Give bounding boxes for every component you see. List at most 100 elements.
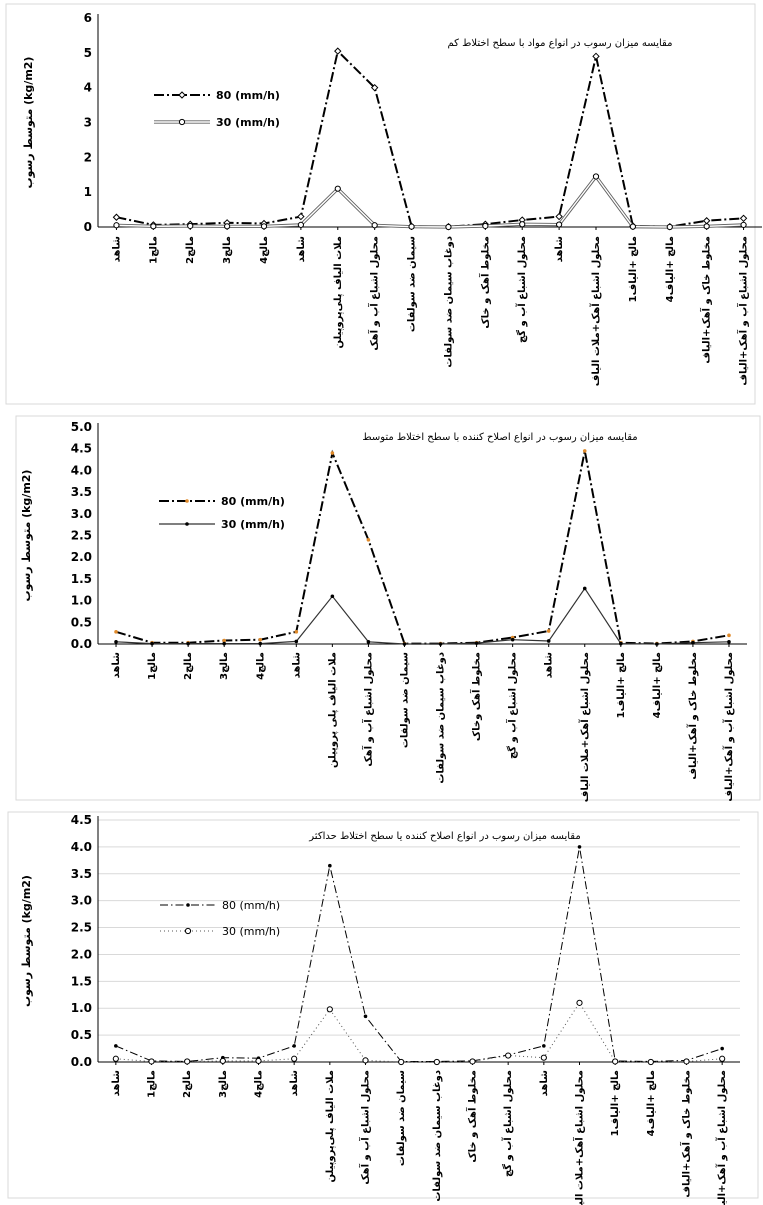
data-point: [433, 1058, 440, 1066]
data-point: [112, 1055, 119, 1062]
data-point: [112, 213, 121, 221]
series-line: [116, 49, 744, 228]
x-tick-label: سیمان ضد سولفات: [399, 652, 410, 748]
y-tick-label: 1.0: [71, 1001, 92, 1015]
y-tick-label: 3.0: [71, 894, 92, 908]
x-tick-label: محلول اشباع آب و گچ: [506, 652, 519, 759]
x-tick-label: شاهد: [539, 1070, 550, 1096]
data-point: [474, 641, 479, 645]
x-tick-label: محلول اشباع آب و آهک: [359, 1070, 372, 1185]
data-point: [326, 1006, 333, 1013]
y-tick-label: 0: [84, 220, 92, 234]
data-point: [330, 594, 335, 599]
x-tick-label: دوغاب سیمان ضد سولفات: [436, 652, 447, 784]
y-axis-label: متوسط رسوب (kg/m2): [22, 57, 35, 189]
data-point: [647, 1058, 654, 1066]
data-point: [720, 1046, 724, 1051]
x-tick-label: شاهد: [111, 652, 122, 678]
y-tick-label: 3.0: [71, 507, 92, 521]
data-point: [297, 212, 305, 221]
data-point: [691, 640, 695, 645]
x-tick-label: مخلوط آهک وخاک: [470, 652, 483, 741]
x-tick-label: 4مالچ +الیاف: [646, 1070, 657, 1136]
series-line-outline: [116, 173, 744, 229]
x-tick-label: شاهد: [111, 236, 122, 262]
data-point: [150, 223, 157, 230]
data-point: [582, 586, 587, 591]
x-tick-label: 4مالچ: [259, 236, 270, 264]
y-tick-label: 4.0: [71, 463, 92, 477]
y-tick-label: 1.5: [71, 974, 92, 988]
x-tick-label: محلول اشباع آهک+ملات الیاف: [578, 652, 591, 802]
x-tick-label: مخلوط خاک و آهک+الیاف: [686, 652, 699, 780]
x-tick-label: مخلوط آهک و خاک: [466, 1070, 479, 1163]
y-tick-label: 1: [84, 185, 92, 199]
x-tick-label: مخلوط خاک و آهک+الیاف: [680, 1070, 693, 1198]
data-point: [739, 214, 748, 222]
data-point: [505, 1052, 512, 1059]
data-point: [334, 185, 341, 192]
data-point: [186, 641, 190, 646]
y-tick-label: 3.5: [71, 485, 92, 499]
x-tick-label: 2مالچ: [182, 1070, 193, 1098]
chart-svg: 0 1 2 3 4 5 6 شاهد 1مالچ 2مالچ 3مالچ 4مالچ شاهد ملات …: [5, 3, 762, 405]
data-point: [555, 212, 563, 221]
x-tick-label: 3مالچ: [219, 652, 230, 680]
data-point: [255, 1057, 262, 1065]
chart-title: مقایسه میزان رسوب در انواع اصلاح کننده ی…: [308, 831, 580, 842]
data-point: [222, 638, 226, 643]
legend-label: 30 (mm/h): [216, 116, 280, 129]
x-tick-label: 3مالچ: [222, 236, 233, 264]
legend-marker: [186, 903, 190, 907]
data-point: [519, 221, 526, 228]
data-point: [330, 451, 335, 455]
x-tick-label: 1مالچ +الیاف: [616, 652, 627, 718]
y-tick-label: 2.5: [71, 921, 92, 935]
data-point: [438, 642, 443, 646]
data-point: [619, 641, 623, 646]
chart-svg: 0.0 0.5 1.0 1.5 2.0 2.5 3.0 3.5 4.0 4.5 5.0 شاهد 1ما…: [15, 415, 761, 802]
y-tick-label: 0.5: [71, 615, 92, 629]
data-point: [629, 223, 636, 230]
data-point: [222, 641, 226, 646]
data-point: [291, 1055, 298, 1062]
y-tick-label: 0.0: [71, 637, 92, 651]
x-tick-label: محلول اشباع آب و آهک: [361, 652, 374, 767]
x-tick-label: مخلوط خاک و آهک+الیاف: [700, 236, 713, 364]
data-point: [294, 630, 299, 634]
chart-frame: [5, 3, 756, 405]
legend-marker: [185, 522, 189, 526]
data-point: [148, 1058, 155, 1065]
data-point: [546, 629, 551, 633]
data-point: [702, 217, 711, 225]
y-tick-label: 6: [84, 11, 92, 25]
data-point: [556, 221, 563, 228]
data-point: [408, 223, 415, 230]
x-tick-label: سیمان ضد سولفات: [396, 1070, 407, 1166]
data-point: [366, 538, 371, 542]
x-tick-label: شاهد: [544, 652, 555, 678]
chart-panel-low-mixing: 0 1 2 3 4 5 6 شاهد 1مالچ 2مالچ 3مالچ 4مالچ شاهد ملات …: [0, 0, 763, 412]
y-tick-label: 2: [84, 150, 92, 164]
data-point: [592, 52, 600, 61]
data-point: [114, 640, 118, 644]
y-tick-label: 2.0: [71, 550, 92, 564]
x-tick-label: دوغاب سیمان ضد سولفات: [443, 236, 454, 368]
data-point: [576, 999, 583, 1006]
data-point: [398, 1058, 405, 1066]
y-tick-label: 2.0: [71, 947, 92, 961]
chart-frame: [7, 811, 759, 1199]
x-tick-label: 1مالچ: [147, 1070, 158, 1098]
x-tick-label: 1مالچ: [147, 652, 158, 680]
legend-label: 30 (mm/h): [221, 518, 285, 531]
x-tick-label: 4مالچ: [254, 1070, 265, 1098]
x-tick-label: 4مالچ: [255, 652, 266, 680]
data-point: [258, 641, 263, 646]
legend-label: 30 (mm/h): [222, 925, 280, 938]
y-tick-label: 3: [84, 116, 92, 130]
data-point: [292, 1044, 296, 1048]
data-point: [219, 1057, 226, 1065]
x-tick-label: سیمان ضد سولفات: [407, 236, 418, 332]
data-point: [370, 83, 379, 92]
y-tick-label: 5: [84, 46, 92, 60]
